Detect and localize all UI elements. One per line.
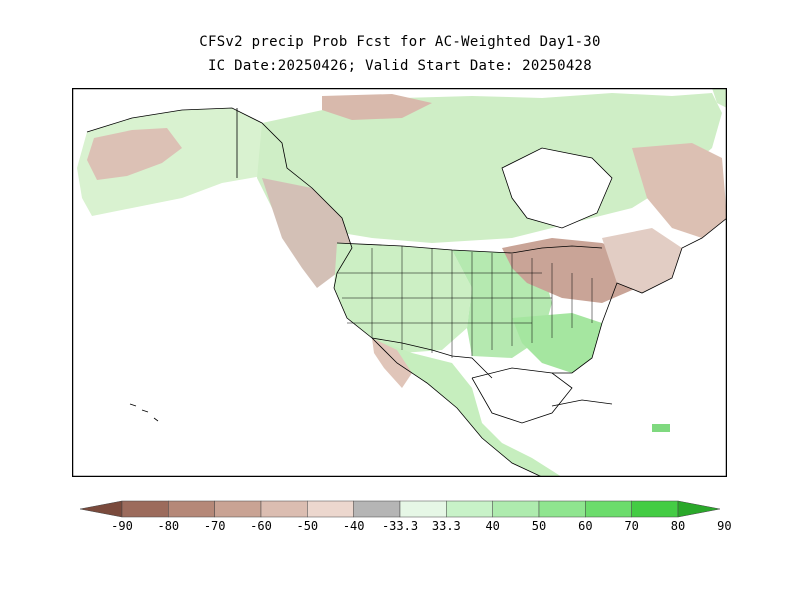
colorbar-swatch	[677, 500, 721, 518]
colorbar-tick-label: 90	[717, 519, 731, 533]
gulf-of-mexico	[472, 368, 572, 423]
colorbar-tick-label: 50	[532, 519, 546, 533]
region-caribbean	[652, 424, 670, 432]
map-panel	[72, 88, 727, 477]
colorbar-swatch	[307, 500, 354, 518]
coastline-east	[552, 217, 727, 374]
colorbar-swatch	[214, 500, 262, 518]
figure-title: CFSv2 precip Prob Fcst for AC-Weighted D…	[199, 34, 601, 50]
region-mexico-dry	[372, 338, 412, 388]
region-labrador-dry	[632, 143, 727, 238]
colorbar-tick-label: -90	[111, 519, 133, 533]
colorbar-tick-label: -50	[296, 519, 318, 533]
colorbar-swatch	[260, 500, 308, 518]
coastline-gulf	[471, 367, 573, 424]
region-alaska-dry	[87, 128, 182, 180]
colorbar-swatch	[353, 500, 401, 518]
colorbar-swatch	[631, 500, 679, 518]
colorbar-swatch	[538, 500, 586, 518]
cuba	[551, 399, 613, 407]
colorbar-swatch	[79, 500, 123, 518]
coastlines-and-borders	[86, 107, 727, 477]
border-us-mexico	[371, 337, 493, 379]
colorbar-swatch	[168, 500, 215, 518]
colorbar-swatch	[399, 500, 447, 518]
hudson-bay	[502, 148, 612, 228]
colorbar-tick-label: -70	[204, 519, 226, 533]
colorbar-swatch	[585, 500, 632, 518]
region-southeast	[512, 313, 602, 373]
colorbar-tick-label: 40	[485, 519, 499, 533]
region-canada-north	[257, 93, 722, 243]
colorbar-swatch	[121, 500, 169, 518]
region-arctic-dry	[322, 94, 432, 120]
figure-subtitle: IC Date:20250426; Valid Start Date: 2025…	[207, 58, 593, 74]
colorbar-swatch	[446, 500, 493, 518]
colorbar-tick-label: 70	[624, 519, 638, 533]
colorbar: -90 -80 -70 -60 -50 -40 -33.3 33.3 40 50 60 70 80 90	[79, 500, 732, 533]
colorbar-swatches	[79, 500, 721, 518]
region-northeast	[602, 228, 682, 293]
colorbar-swatch	[492, 500, 540, 518]
colorbar-tick-label: 33.3	[432, 519, 461, 533]
colorbar-tick-label: 80	[671, 519, 685, 533]
colorbar-tick-label: -60	[250, 519, 272, 533]
region-great-lakes-dry	[502, 238, 642, 303]
map-frame	[72, 88, 727, 477]
colorbar-tick-label: 60	[578, 519, 592, 533]
hawaii-islands	[129, 403, 159, 422]
region-mexico	[372, 338, 562, 477]
colorbar-tick-label: -33.3	[382, 519, 418, 533]
colorbar-tick-label: -40	[343, 519, 365, 533]
hudson-bay-shore	[501, 147, 613, 229]
region-greenland	[712, 88, 727, 108]
colorbar-tick-label: -80	[157, 519, 179, 533]
colorbar-labels: -90 -80 -70 -60 -50 -40 -33.3 33.3 40 50 60 70 80 90	[111, 519, 731, 533]
state-lines	[337, 246, 593, 358]
